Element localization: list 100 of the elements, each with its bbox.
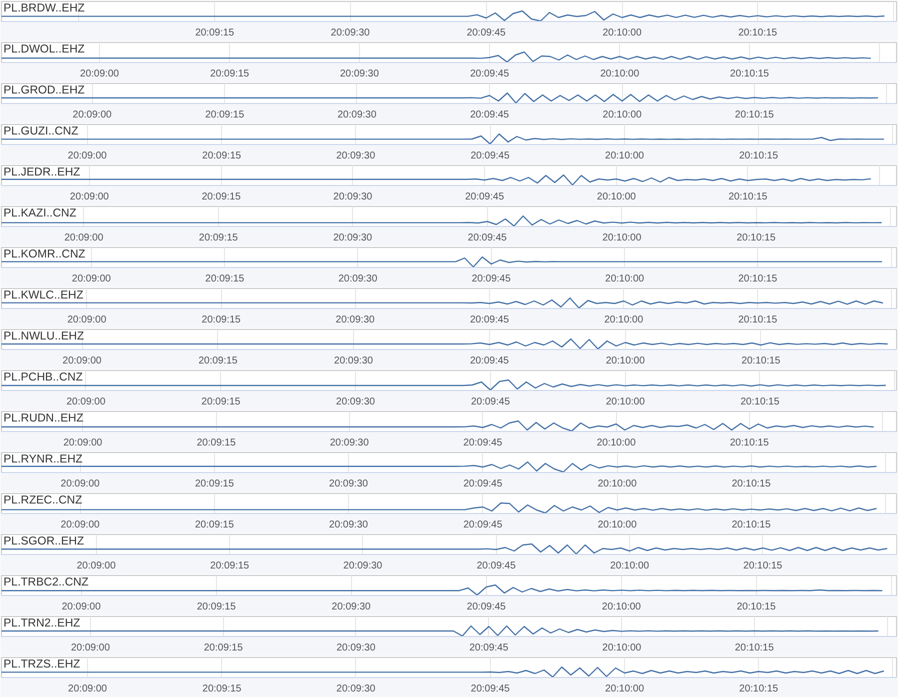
chart-title: PL.KOMR..CNZ xyxy=(4,248,86,260)
x-tick-label: 20:10:15 xyxy=(734,110,774,120)
x-tick-label: 20:09:00 xyxy=(60,520,100,530)
x-tick-label: 20:09:15 xyxy=(195,28,235,38)
x-tick-label: 20:09:00 xyxy=(62,602,102,612)
x-tick-label: 20:09:15 xyxy=(194,478,234,490)
x-tick-label: 20:09:15 xyxy=(204,642,244,654)
x-tick-label: 20:10:00 xyxy=(605,150,644,162)
x-tick-label: 20:10:15 xyxy=(739,150,778,162)
chart-title: PL.GROD..EHZ xyxy=(4,84,85,96)
x-tick-label: 20:09:45 xyxy=(463,438,503,448)
chart-title: PL.GUZI..CNZ xyxy=(4,126,78,138)
x-tick-label: 20:09:30 xyxy=(343,560,383,572)
x-tick-label: 20:10:15 xyxy=(738,314,778,326)
x-tick-label: 20:09:00 xyxy=(66,396,106,408)
x-tick-label: 20:10:15 xyxy=(743,560,783,572)
x-tick-label: 20:09:45 xyxy=(463,520,503,530)
chart-title: PL.TRZS..EHZ xyxy=(4,658,80,670)
x-tick-label: 20:09:00 xyxy=(72,274,112,284)
x-tick-label: 20:09:45 xyxy=(472,274,512,284)
chart-title: PL.KAZI..CNZ xyxy=(4,208,76,220)
x-tick-label: 20:09:45 xyxy=(470,150,510,162)
x-tick-label: 20:09:30 xyxy=(329,478,368,490)
x-tick-label: 20:09:00 xyxy=(76,560,116,572)
chart-title: PL.RYNR..EHZ xyxy=(4,454,83,466)
chart-title: PL.TRBC2..CNZ xyxy=(4,576,88,588)
x-tick-label: 20:10:15 xyxy=(732,478,772,490)
chart-title: PL.KWLC..EHZ xyxy=(4,290,84,302)
x-tick-label: 20:10:00 xyxy=(604,314,644,326)
x-tick-label: 20:09:00 xyxy=(80,68,120,80)
x-tick-label: 20:09:30 xyxy=(330,28,370,38)
x-tick-label: 20:09:00 xyxy=(68,150,108,162)
x-tick-label: 20:09:00 xyxy=(70,642,110,654)
x-tick-label: 20:10:15 xyxy=(736,602,776,612)
x-tick-label: 20:09:15 xyxy=(198,232,238,244)
x-tick-label: 20:10:00 xyxy=(596,192,636,202)
x-tick-label: 20:09:15 xyxy=(196,602,236,612)
x-tick-label: 20:10:00 xyxy=(610,560,650,572)
x-tick-label: 20:10:15 xyxy=(732,520,772,530)
x-tick-label: 20:10:00 xyxy=(606,396,646,408)
x-tick-label: 20:09:15 xyxy=(205,110,245,120)
x-tick-label: 20:09:45 xyxy=(466,28,506,38)
x-tick-label: 20:09:30 xyxy=(336,314,376,326)
x-tick-label: 20:09:00 xyxy=(62,356,102,366)
x-tick-label: 20:10:15 xyxy=(738,28,778,38)
x-tick-label: 20:09:00 xyxy=(72,110,112,120)
x-tick-label: 20:10:00 xyxy=(598,478,638,490)
x-tick-label: 20:10:00 xyxy=(602,602,642,612)
x-tick-label: 20:09:15 xyxy=(194,520,234,530)
chart-title: PL.PCHB..CNZ xyxy=(4,372,83,384)
x-tick-label: 20:10:15 xyxy=(736,232,776,244)
x-tick-label: 20:10:00 xyxy=(602,110,642,120)
x-tick-label: 20:09:45 xyxy=(465,192,504,202)
x-tick-label: 20:09:30 xyxy=(329,520,368,530)
x-tick-label: 20:10:00 xyxy=(600,68,640,80)
x-tick-label: 20:09:30 xyxy=(337,110,377,120)
x-tick-label: 20:10:15 xyxy=(730,68,770,80)
x-tick-label: 20:10:15 xyxy=(740,396,780,408)
chart-title: PL.BRDW..EHZ xyxy=(4,2,85,14)
x-tick-label: 20:09:15 xyxy=(210,560,250,572)
x-tick-label: 20:09:00 xyxy=(63,438,103,448)
x-tick-label: 20:09:00 xyxy=(70,192,110,202)
x-tick-label: 20:10:00 xyxy=(602,232,642,244)
x-tick-label: 20:10:15 xyxy=(728,192,768,202)
x-tick-label: 20:09:45 xyxy=(470,314,510,326)
x-tick-label: 20:10:00 xyxy=(602,28,642,38)
x-tick-label: 20:10:15 xyxy=(734,642,774,654)
x-tick-label: 20:09:00 xyxy=(68,684,108,694)
chart-title: PL.TRN2..EHZ xyxy=(4,618,80,630)
x-tick-label: 20:10:00 xyxy=(596,438,636,448)
x-tick-label: 20:09:30 xyxy=(333,232,373,244)
x-tick-label: 20:09:30 xyxy=(334,356,374,366)
x-tick-label: 20:09:00 xyxy=(60,478,100,490)
chart-title: PL.JEDR..EHZ xyxy=(4,166,80,178)
chart-title: PL.SGOR..EHZ xyxy=(4,536,84,548)
x-tick-label: 20:09:45 xyxy=(468,232,508,244)
x-tick-label: 20:09:45 xyxy=(463,478,503,490)
x-tick-label: 20:09:30 xyxy=(338,274,378,284)
x-tick-label: 20:09:30 xyxy=(330,438,370,448)
x-tick-label: 20:09:45 xyxy=(470,68,510,80)
x-tick-label: 20:10:00 xyxy=(605,684,644,694)
x-tick-label: 20:09:45 xyxy=(476,560,516,572)
x-tick-label: 20:09:45 xyxy=(470,356,510,366)
x-tick-label: 20:09:30 xyxy=(336,150,376,162)
x-tick-label: 20:09:00 xyxy=(64,232,104,244)
x-tick-label: 20:10:00 xyxy=(605,274,645,284)
x-tick-label: 20:09:45 xyxy=(470,684,510,694)
x-tick-label: 20:09:15 xyxy=(198,356,238,366)
x-tick-label: 20:09:15 xyxy=(210,68,250,80)
x-tick-label: 20:10:00 xyxy=(602,642,642,654)
x-tick-label: 20:10:00 xyxy=(606,356,646,366)
x-tick-label: 20:10:00 xyxy=(598,520,638,530)
x-tick-label: 20:09:30 xyxy=(332,602,372,612)
x-tick-label: 20:09:15 xyxy=(205,274,245,284)
x-tick-label: 20:10:15 xyxy=(730,438,770,448)
x-tick-label: 20:09:45 xyxy=(470,396,510,408)
x-tick-label: 20:09:30 xyxy=(336,642,376,654)
x-tick-label: 20:09:30 xyxy=(340,68,380,80)
chart-title: PL.RUDN..EHZ xyxy=(4,412,84,424)
x-tick-label: 20:09:30 xyxy=(333,192,373,202)
